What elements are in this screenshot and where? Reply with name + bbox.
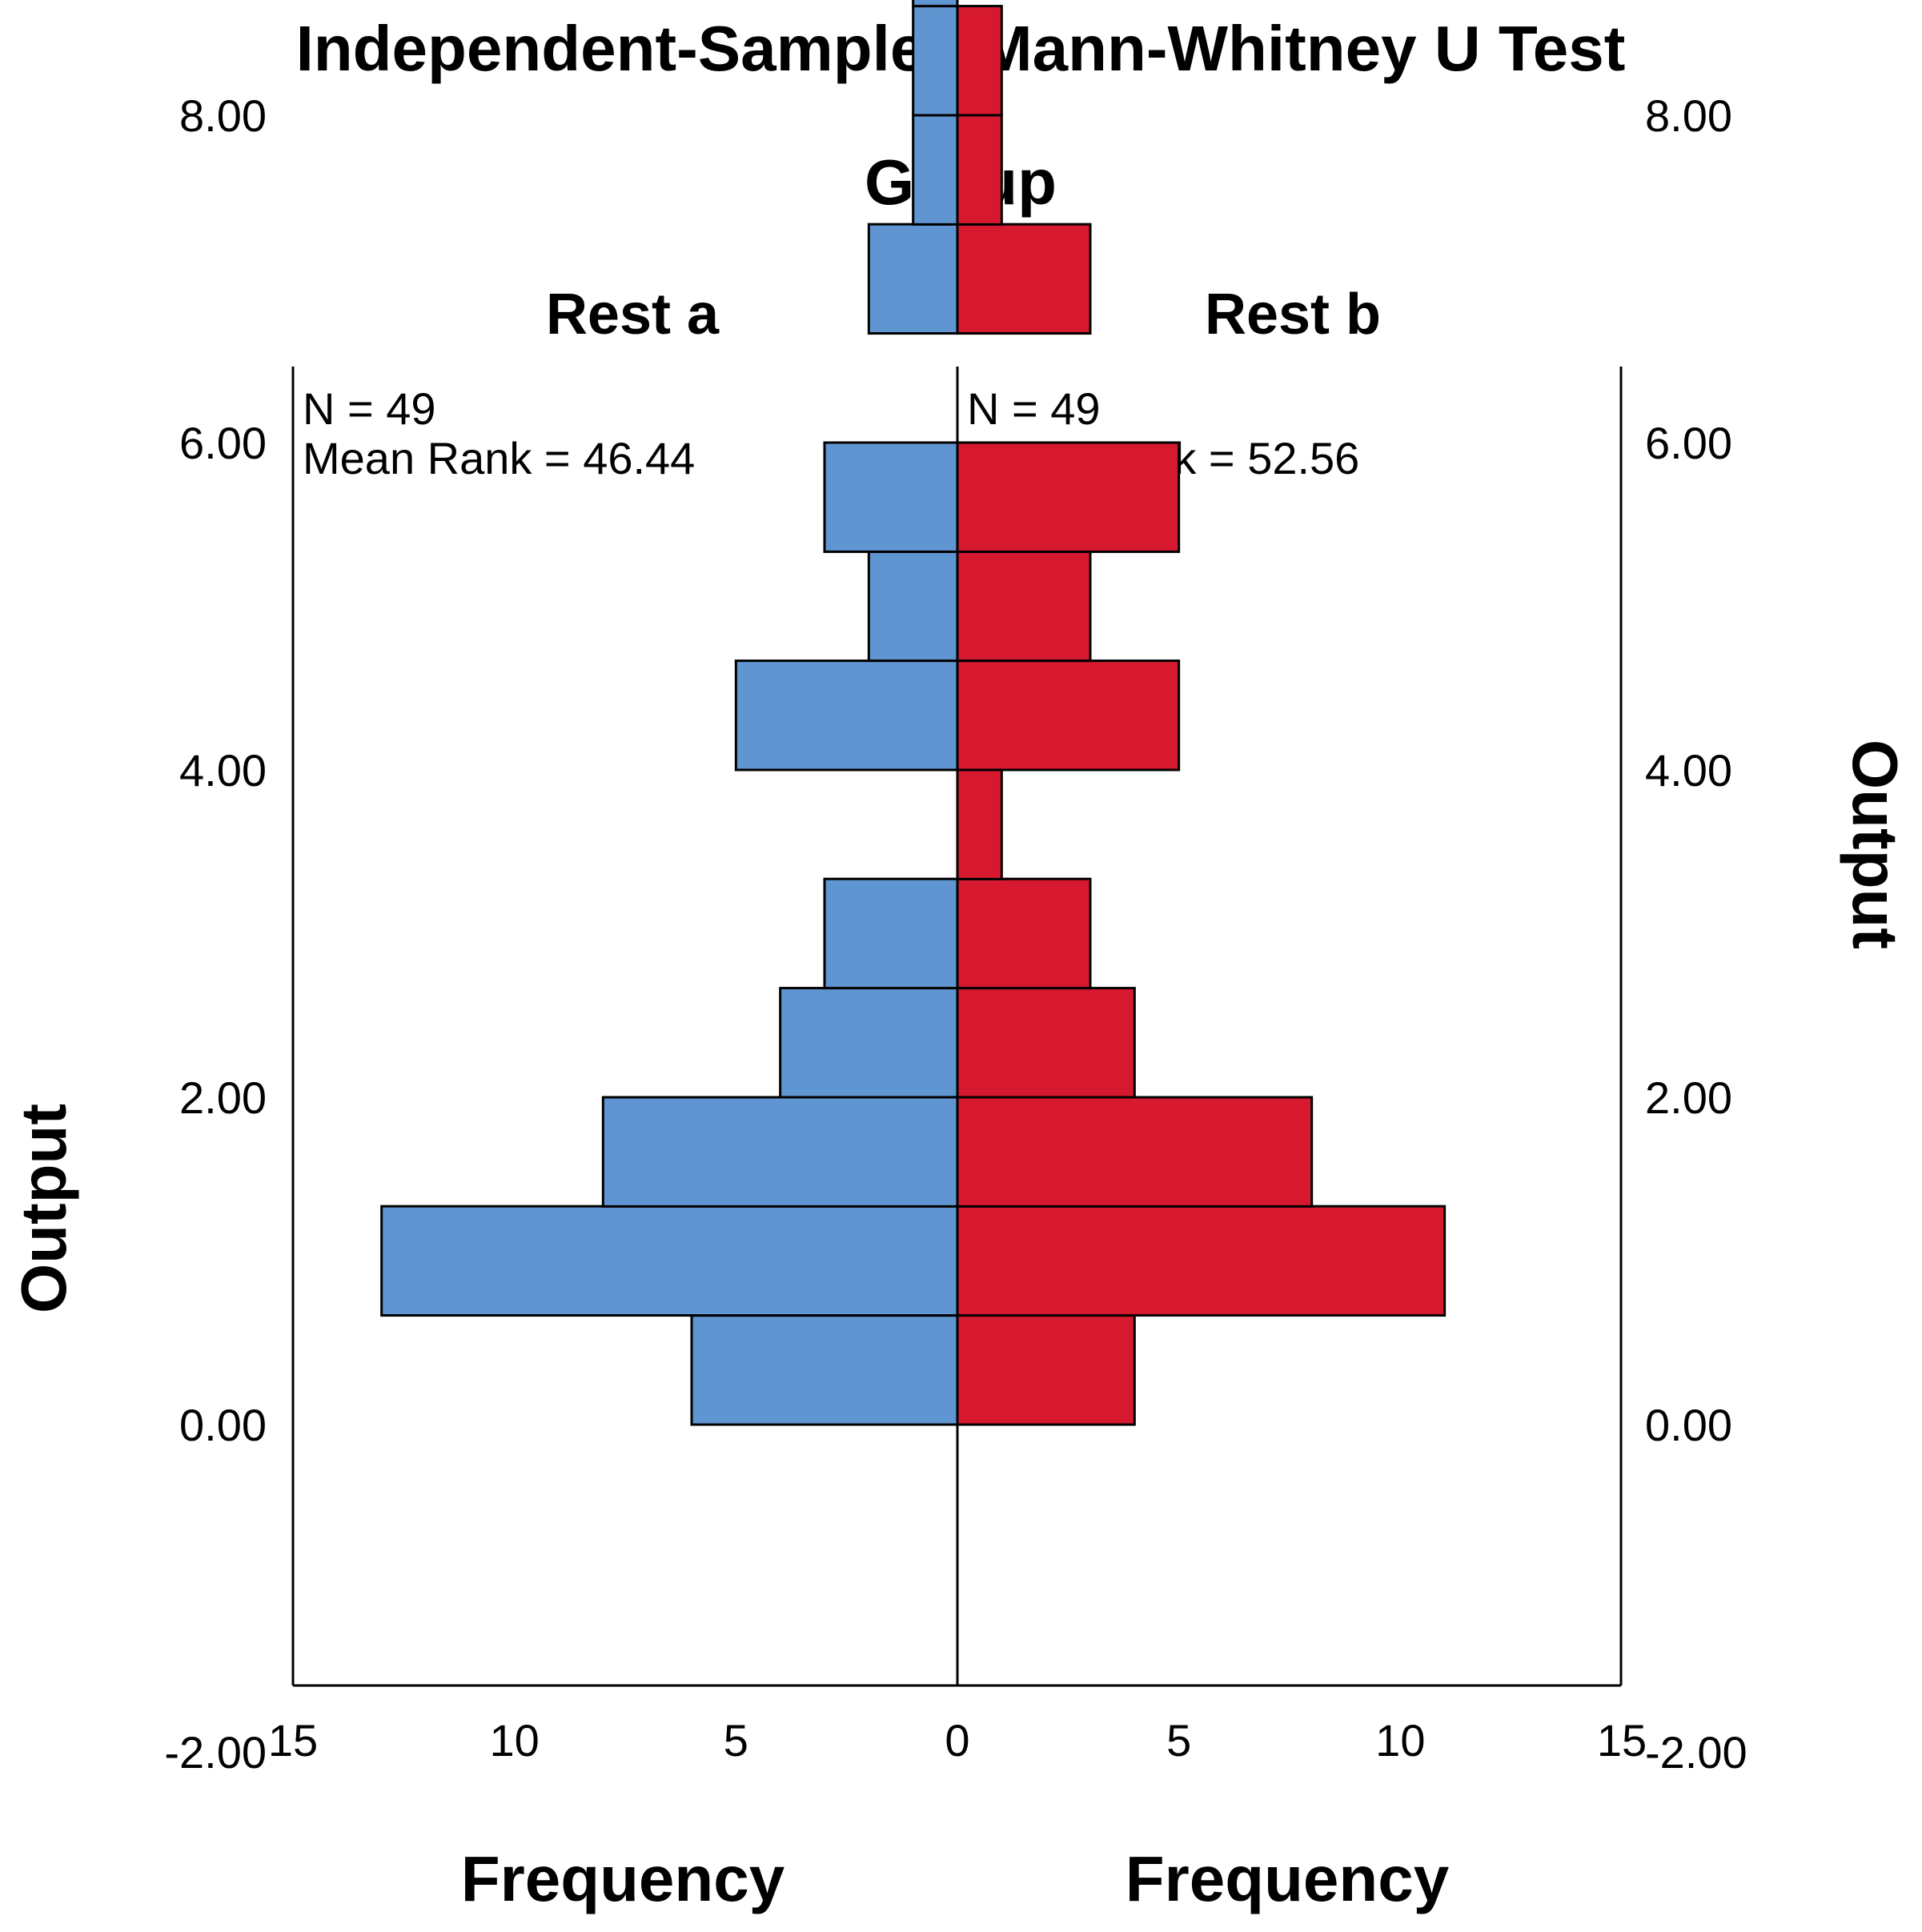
bar-rest-a-bin-2 <box>601 1096 959 1208</box>
y-tick-label-right: 8.00 <box>1645 90 1732 141</box>
bar-rest-b-bin-6 <box>956 659 1181 772</box>
bar-rest-b-bin-3 <box>956 987 1136 1099</box>
panel-title-rest-a: Rest a <box>546 283 720 347</box>
axes-layer <box>291 367 1623 1687</box>
x-tick-label: 10 <box>490 1715 540 1766</box>
y-axis-label-right: Output <box>1840 740 1911 949</box>
bar-rest-a-bin-6 <box>734 659 959 772</box>
x-tick-label: 5 <box>724 1715 748 1766</box>
bar-rest-a-bin-7 <box>867 550 959 663</box>
y-tick-label-left: 2.00 <box>179 1072 267 1123</box>
bar-rest-a-bin-1 <box>380 1204 959 1317</box>
bar-rest-b-bin-10 <box>956 222 1092 335</box>
bars-layer <box>380 0 1447 1426</box>
y-tick-label-right: 0.00 <box>1645 1400 1732 1450</box>
bar-rest-a-bin-12 <box>912 5 959 117</box>
bar-rest-b-bin-7 <box>956 550 1092 663</box>
bar-rest-b-bin-11 <box>956 114 1003 226</box>
bar-rest-b-bin-1 <box>956 1204 1447 1317</box>
mean-rank-label-rest-a: Mean Rank = 46.44 <box>303 433 695 483</box>
x-tick-label: 0 <box>945 1715 969 1766</box>
bar-rest-b-bin-4 <box>956 877 1092 990</box>
bar-rest-a-bin-4 <box>823 877 959 990</box>
y-tick-label-right: 2.00 <box>1645 1072 1732 1123</box>
x-axis-label-right: Frequency <box>1126 1843 1450 1914</box>
bar-rest-b-bin-12 <box>956 5 1003 117</box>
y-tick-label-left: 6.00 <box>179 418 267 468</box>
bar-rest-b-bin-2 <box>956 1096 1314 1208</box>
x-axis-label-left: Frequency <box>461 1843 785 1914</box>
bar-rest-a-bin-13 <box>912 0 959 8</box>
ticks-layer: -2.00 -2.00 0.00 0.00 2.00 2.00 4.00 4.00 6.00 6.… <box>164 90 1747 1778</box>
y-tick-label-right: 6.00 <box>1645 418 1732 468</box>
x-tick-label: 5 <box>1166 1715 1191 1766</box>
panel-title-rest-b: Rest b <box>1205 283 1381 347</box>
bar-rest-b-bin-0 <box>956 1314 1136 1426</box>
x-tick-label: 10 <box>1375 1715 1425 1766</box>
bar-rest-b-bin-8 <box>956 441 1181 553</box>
n-label-rest-b: N = 49 <box>967 383 1101 434</box>
y-tick-label-left: 0.00 <box>179 1400 267 1450</box>
bar-rest-a-bin-3 <box>779 987 959 1099</box>
bar-rest-a-bin-8 <box>823 441 959 553</box>
x-tick-label: 15 <box>1597 1715 1647 1766</box>
y-tick-label-left: 4.00 <box>179 745 267 796</box>
bar-rest-b-bin-5 <box>956 768 1003 880</box>
y-tick-label-left: -2.00 <box>164 1727 267 1778</box>
y-tick-label-right: 4.00 <box>1645 745 1732 796</box>
bar-rest-a-bin-0 <box>690 1314 959 1426</box>
bar-rest-a-bin-10 <box>867 222 959 335</box>
n-label-rest-a: N = 49 <box>303 383 436 434</box>
bar-rest-a-bin-11 <box>912 114 959 226</box>
y-tick-label-right: -2.00 <box>1645 1727 1747 1778</box>
x-tick-label: 15 <box>268 1715 318 1766</box>
y-axis-label-left: Output <box>8 1104 79 1313</box>
y-tick-label-left: 8.00 <box>179 90 267 141</box>
